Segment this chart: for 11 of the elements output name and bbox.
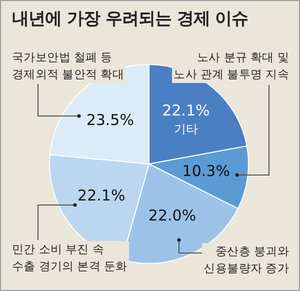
data-label: 10.3% [182,162,230,180]
data-label: 22.0% [148,206,196,225]
slice-label: 중산층 붕괴와 신용불량자 증가 [202,243,291,277]
slice-label: 국가보안법 철폐 등 경제외적 불안적 확대 [10,49,126,83]
data-label: 23.5% [86,111,134,130]
slice-label: 노사 분규 확대 및 노사 관계 불투명 지속 [172,49,291,83]
slice-label: 민간 소비 부진 속 수출 경기의 본격 둔화 [10,241,130,275]
data-label: 22.1% [162,102,210,120]
data-label: 22.1% [78,186,126,204]
slice-label: 기타 [174,122,198,136]
chart-title: 내년에 가장 우려되는 경제 이슈 [12,8,248,30]
